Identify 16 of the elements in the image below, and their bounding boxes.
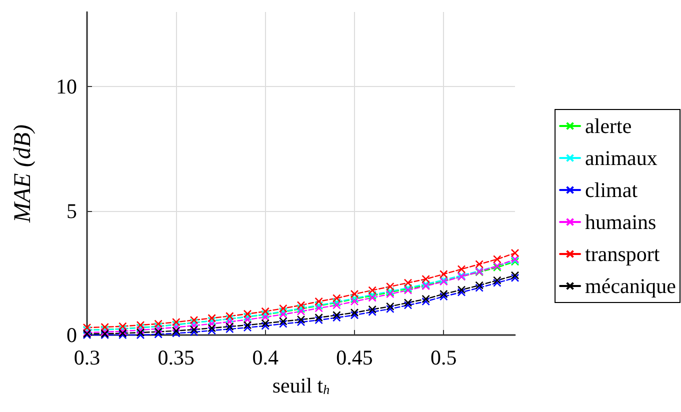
- x-tick-label: 0.45: [336, 346, 373, 370]
- x-tick-label: 0.5: [430, 346, 457, 370]
- legend-label: mécanique: [585, 274, 676, 298]
- legend-label: transport: [585, 242, 660, 266]
- legend-label: climat: [585, 178, 638, 202]
- y-tick-label: 10: [56, 74, 77, 99]
- x-tick-label: 0.35: [158, 346, 195, 370]
- x-tick-label: 0.3: [74, 346, 100, 370]
- y-tick-label: 5: [66, 198, 77, 223]
- legend-label: alerte: [585, 114, 632, 138]
- x-axis-title: seuil th: [272, 374, 330, 398]
- y-axis-title: MAE (dB): [10, 124, 36, 224]
- legend-label: humains: [585, 210, 656, 234]
- legend-label: animaux: [585, 146, 658, 170]
- y-tick-label: 0: [66, 323, 77, 347]
- x-tick-label: 0.4: [252, 346, 279, 370]
